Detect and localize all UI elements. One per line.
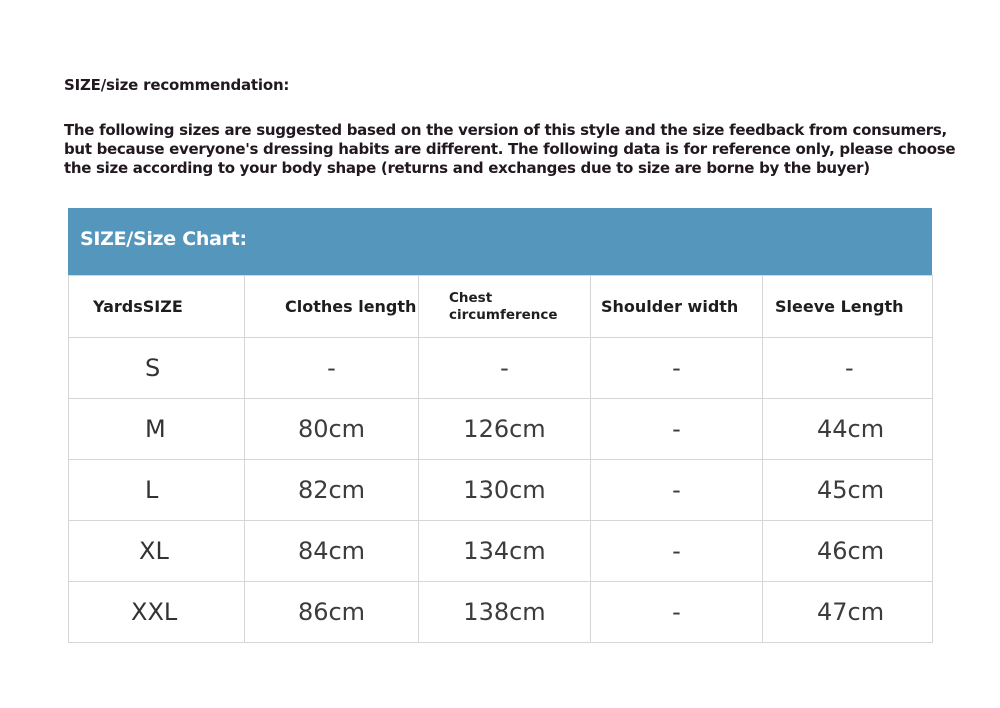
table-cell: - <box>590 398 763 460</box>
table-cell: 130cm <box>418 459 591 521</box>
table-row: S---- <box>68 337 933 399</box>
table-cell: 84cm <box>244 520 419 582</box>
table-cell: 126cm <box>418 398 591 460</box>
column-header: Sleeve Length <box>762 275 933 338</box>
table-cell: - <box>418 337 591 399</box>
table-row: XL 84cm 134cm -46cm <box>68 520 933 582</box>
table-cell: 46cm <box>762 520 933 582</box>
size-chart-heading: SIZE/Size Chart: <box>80 228 247 250</box>
size-label: M <box>68 398 245 460</box>
page-title: SIZE/size recommendation: <box>64 76 290 94</box>
table-cell: - <box>244 337 419 399</box>
table-cell: 47cm <box>762 581 933 643</box>
column-header: Chest circumference <box>418 275 591 338</box>
column-header: YardsSIZE <box>68 275 245 338</box>
table-cell: 134cm <box>418 520 591 582</box>
size-chart-table: YardsSIZE Clothes length Chest circumferen… <box>68 275 933 643</box>
size-label: XXL <box>68 581 245 643</box>
column-header: Shoulder width <box>590 275 763 338</box>
table-cell: - <box>590 581 763 643</box>
table-cell: 138cm <box>418 581 591 643</box>
table-row: L 82cm 130cm -45cm <box>68 459 933 521</box>
table-cell: - <box>590 520 763 582</box>
table-row: M 80cm 126cm -44cm <box>68 398 933 460</box>
table-cell: 86cm <box>244 581 419 643</box>
intro-text: The following sizes are suggested based … <box>64 121 956 177</box>
table-cell: - <box>590 337 763 399</box>
table-cell: - <box>590 459 763 521</box>
size-label: XL <box>68 520 245 582</box>
size-label: L <box>68 459 245 521</box>
table-cell: 82cm <box>244 459 419 521</box>
size-chart-header: SIZE/Size Chart: <box>68 208 932 275</box>
size-label: S <box>68 337 245 399</box>
table-cell: 44cm <box>762 398 933 460</box>
column-header: Clothes length <box>244 275 419 338</box>
table-cell: 80cm <box>244 398 419 460</box>
table-row: XXL 86cm 138cm -47cm <box>68 581 933 643</box>
table-cell: - <box>762 337 933 399</box>
table-cell: 45cm <box>762 459 933 521</box>
